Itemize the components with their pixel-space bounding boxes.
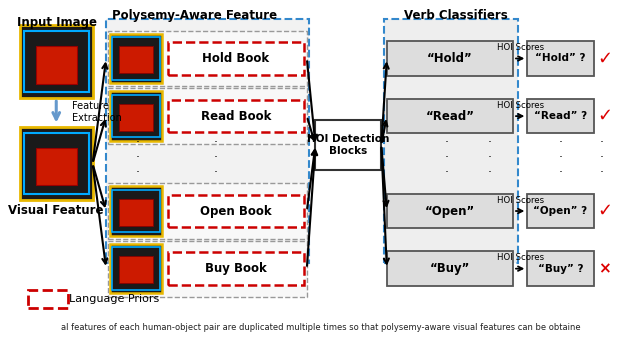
FancyBboxPatch shape [119,256,153,283]
FancyBboxPatch shape [119,46,153,73]
Text: “Open”: “Open” [425,204,475,218]
Text: Open Book: Open Book [200,204,272,218]
Text: HOI Detection
Blocks: HOI Detection Blocks [307,134,390,156]
FancyBboxPatch shape [384,19,518,263]
Text: Language Priors: Language Priors [69,294,159,304]
FancyBboxPatch shape [316,120,381,170]
Text: Polysemy-Aware Feature: Polysemy-Aware Feature [111,9,276,22]
FancyBboxPatch shape [168,195,305,227]
Text: ·
·
·: · · · [559,136,563,179]
Text: Verb Classifiers: Verb Classifiers [404,9,508,22]
Text: Input Image: Input Image [17,16,97,28]
FancyBboxPatch shape [108,183,307,239]
FancyBboxPatch shape [119,104,153,131]
FancyBboxPatch shape [108,88,307,144]
Text: ✓: ✓ [597,107,612,125]
FancyBboxPatch shape [110,92,162,141]
Text: Read Book: Read Book [201,109,271,123]
Text: ·
·
·: · · · [488,136,492,179]
Text: Feature
Extraction: Feature Extraction [72,101,122,123]
Text: Buy Book: Buy Book [205,262,267,275]
Text: ·
·
·: · · · [136,136,140,179]
Text: HOI Scores: HOI Scores [497,101,544,110]
FancyBboxPatch shape [20,127,93,200]
Text: “Hold” ?: “Hold” ? [535,54,586,63]
Text: “Open” ?: “Open” ? [533,206,588,216]
Text: “Buy” ?: “Buy” ? [538,264,583,274]
FancyBboxPatch shape [168,100,305,132]
FancyBboxPatch shape [168,42,305,75]
Text: ×: × [598,261,611,276]
FancyBboxPatch shape [527,99,594,134]
FancyBboxPatch shape [110,34,162,83]
Text: Visual Feature: Visual Feature [8,204,104,217]
Text: ✓: ✓ [597,202,612,220]
FancyBboxPatch shape [36,46,77,84]
Text: “Read”: “Read” [426,109,474,123]
FancyBboxPatch shape [168,253,305,285]
Text: HOI Scores: HOI Scores [497,43,544,52]
Text: ✓: ✓ [597,49,612,67]
FancyBboxPatch shape [387,99,513,134]
FancyBboxPatch shape [527,41,594,76]
Text: HOI Scores: HOI Scores [497,253,544,262]
FancyBboxPatch shape [527,251,594,286]
Text: “Hold”: “Hold” [427,52,473,65]
FancyBboxPatch shape [387,251,513,286]
Text: “Read” ?: “Read” ? [534,111,587,121]
Text: ·
·
·: · · · [600,136,604,179]
FancyBboxPatch shape [387,194,513,228]
Text: ·
·
·: · · · [445,136,449,179]
FancyBboxPatch shape [110,244,162,293]
Text: ·
·
·: · · · [214,136,218,179]
Text: HOI Scores: HOI Scores [497,196,544,205]
FancyBboxPatch shape [527,194,594,228]
FancyBboxPatch shape [20,25,93,98]
Text: Hold Book: Hold Book [202,52,269,65]
FancyBboxPatch shape [110,186,162,236]
FancyBboxPatch shape [108,241,307,297]
FancyBboxPatch shape [119,199,153,226]
FancyBboxPatch shape [106,19,309,263]
FancyBboxPatch shape [387,41,513,76]
Text: “Buy”: “Buy” [430,262,470,275]
Text: al features of each human-object pair are duplicated multiple times so that poly: al features of each human-object pair ar… [61,323,580,332]
FancyBboxPatch shape [36,147,77,185]
FancyBboxPatch shape [108,31,307,86]
